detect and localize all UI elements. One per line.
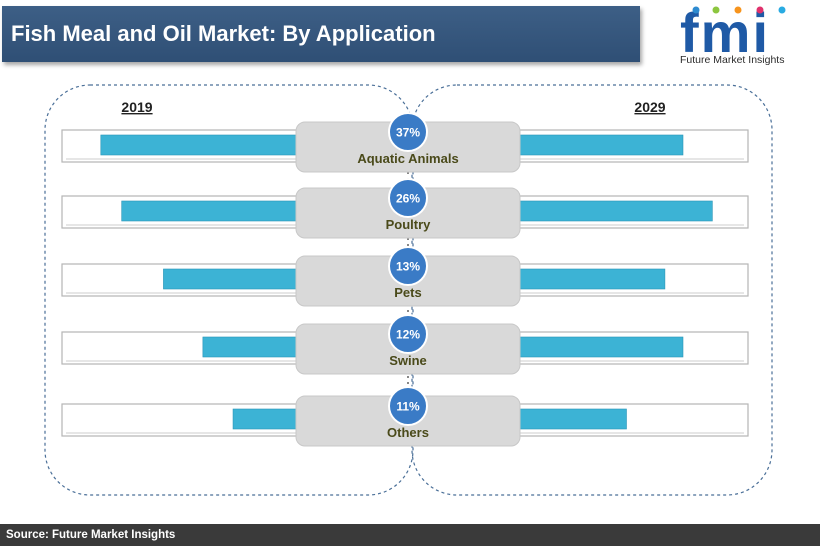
bar-2019	[100, 134, 299, 156]
share-label: 13%	[396, 260, 420, 274]
logo-mark: fmi	[680, 6, 770, 64]
share-label: 26%	[396, 192, 420, 206]
category-label: Others	[387, 425, 429, 440]
left-year-label: 2019	[121, 99, 152, 115]
bar-2019	[163, 268, 299, 290]
bar-2029	[517, 134, 684, 156]
logo-tagline: Future Market Insights	[680, 54, 785, 66]
right-year-label: 2029	[634, 99, 665, 115]
share-label: 12%	[396, 328, 420, 342]
bar-2019	[232, 408, 299, 430]
bar-2029	[517, 268, 666, 290]
share-circle	[388, 386, 428, 426]
left-dashed-frame	[44, 84, 414, 496]
share-label: 37%	[396, 126, 420, 140]
fmi-logo: fmi	[680, 6, 786, 64]
page-title: Fish Meal and Oil Market: By Application	[11, 21, 436, 46]
title-bar: Fish Meal and Oil Market: By Application	[2, 6, 640, 62]
bar-2029	[517, 200, 713, 222]
category-label: Poultry	[386, 217, 432, 232]
bar-2029	[517, 408, 627, 430]
category-label: Pets	[394, 285, 421, 300]
footer: Source: Future Market Insights	[0, 524, 820, 546]
share-circle	[388, 112, 428, 152]
bar-2019	[121, 200, 299, 222]
category-label: Swine	[389, 353, 427, 368]
share-circle	[388, 246, 428, 286]
share-circle	[388, 314, 428, 354]
bar-2029	[517, 336, 684, 358]
application-chart: 2019 2029 37% Aquatic Animals 26% Poultry 13…	[44, 84, 773, 496]
bar-2019	[202, 336, 299, 358]
share-circle	[388, 178, 428, 218]
category-label: Aquatic Animals	[357, 151, 458, 166]
source-note: Source: Future Market Insights	[6, 529, 176, 541]
share-label: 11%	[396, 400, 420, 414]
